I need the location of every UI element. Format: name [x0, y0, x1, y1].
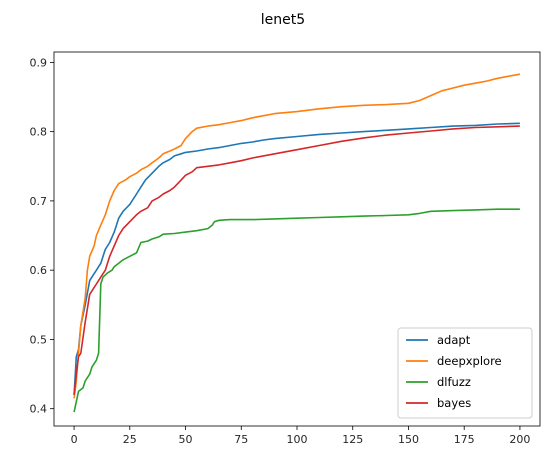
legend-label-bayes: bayes — [437, 396, 471, 410]
chart-title: lenet5 — [261, 12, 305, 28]
x-tick-label: 0 — [71, 433, 78, 446]
y-tick-label: 0.6 — [30, 264, 48, 277]
series-line-adapt — [73, 122, 520, 395]
x-tick-label: 25 — [123, 433, 137, 446]
series-line-deepxplore — [73, 73, 521, 399]
series-line-bayes — [73, 125, 520, 395]
legend-label-dlfuzz: dlfuzz — [437, 375, 471, 389]
plot-area: 0 25 50 75 100 125 150 175 200 0.4 0.5 0.6 0.7 0.8 0.9 — [30, 56, 531, 446]
y-tick-label: 0.4 — [30, 403, 48, 416]
legend-label-adapt: adapt — [437, 333, 471, 347]
x-tick-label: 125 — [342, 433, 363, 446]
x-tick-label: 50 — [179, 433, 193, 446]
y-tick-label: 0.9 — [30, 56, 48, 69]
x-tick-label: 75 — [234, 433, 248, 446]
legend-box — [397, 327, 533, 419]
plot-frame — [53, 51, 541, 427]
x-tick-label: 100 — [287, 433, 308, 446]
legend-label-deepxplore: deepxplore — [437, 354, 502, 368]
legend: adapt deepxplore dlfuzz bayes — [397, 327, 533, 419]
x-tick-label: 150 — [398, 433, 419, 446]
y-tick-label: 0.5 — [30, 333, 48, 346]
series-line-dlfuzz — [73, 208, 520, 413]
y-tick-label: 0.8 — [30, 126, 48, 139]
y-tick-label: 0.7 — [30, 195, 48, 208]
x-tick-label: 200 — [509, 433, 530, 446]
x-tick-label: 175 — [454, 433, 475, 446]
